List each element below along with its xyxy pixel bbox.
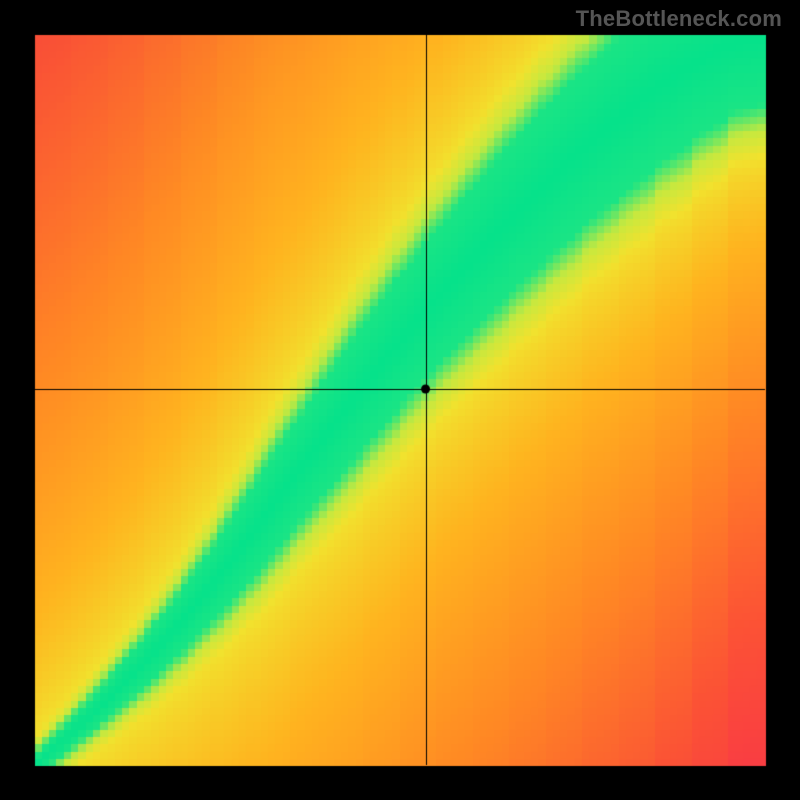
watermark-label: TheBottleneck.com xyxy=(576,6,782,32)
bottleneck-heatmap xyxy=(0,0,800,800)
chart-container: TheBottleneck.com xyxy=(0,0,800,800)
